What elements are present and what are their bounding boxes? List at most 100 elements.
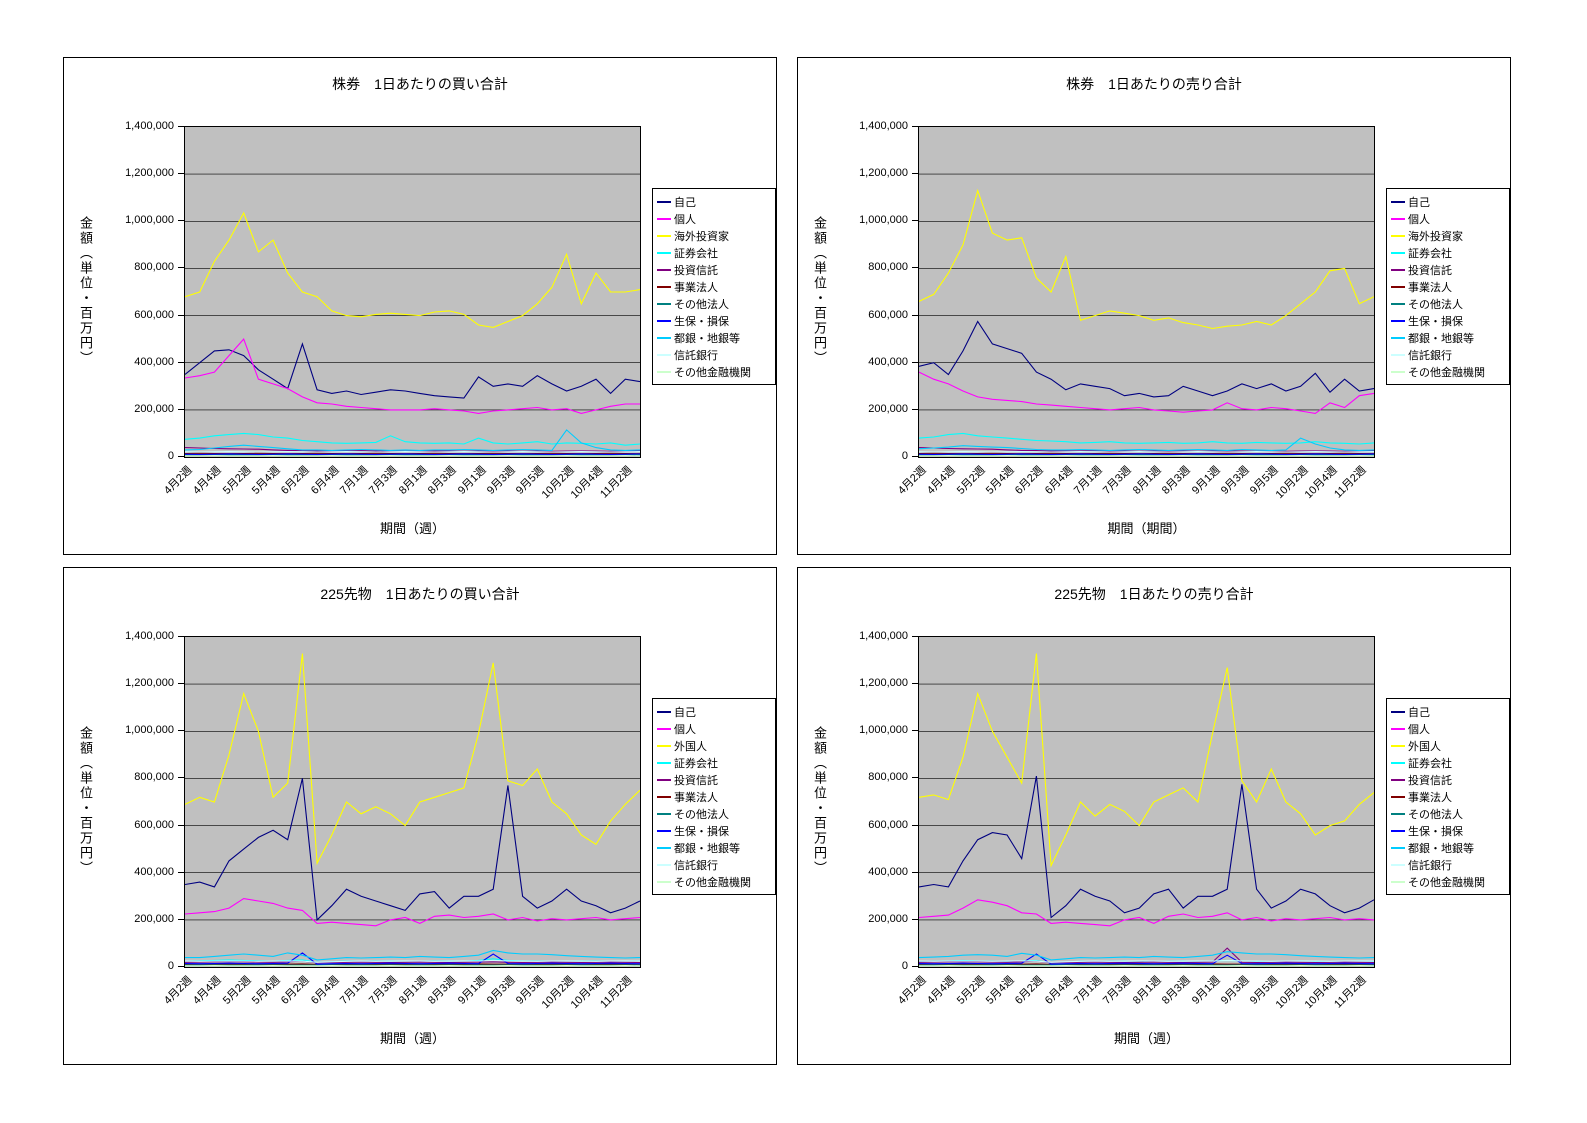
legend-label: その他法人	[1408, 298, 1463, 311]
x-axis-title: 期間（期間）	[1107, 521, 1186, 536]
legend-label: その他法人	[1408, 808, 1463, 821]
legend-label: 投資信託	[1408, 774, 1452, 787]
legend-key-line	[1391, 880, 1405, 883]
x-axis-tick-label: 9月1週	[1189, 464, 1223, 497]
y-axis-title: 金額（単位・百万円）	[812, 216, 827, 366]
series-line	[185, 447, 640, 452]
x-axis-tick-label: 4月2週	[161, 464, 195, 497]
x-axis-tick-label: 9月1週	[455, 974, 489, 1007]
legend-entry: 海外投資家	[655, 227, 773, 244]
x-axis-tick-label: 9月1週	[1189, 974, 1223, 1007]
legend-entry: 投資信託	[1389, 771, 1507, 788]
legend-key-line	[1391, 846, 1405, 849]
legend-entry: 生保・損保	[655, 312, 773, 329]
legend-entry: 生保・損保	[655, 822, 773, 839]
series-line	[919, 371, 1374, 414]
legend-key-line	[1391, 727, 1405, 730]
series-line	[185, 211, 640, 328]
series-line	[185, 453, 640, 455]
series-line	[185, 338, 640, 414]
legend-key-line	[1391, 285, 1405, 288]
series-line	[919, 951, 1374, 961]
plot-area	[184, 636, 641, 968]
legend-key-line	[657, 863, 671, 866]
legend-label: 自己	[674, 196, 696, 209]
legend: 自己 個人 外国人 証券会社 投資信託 事業法人 その他法人 生保・損保 都銀・地銀等 信託銀行そ…	[1386, 698, 1510, 895]
legend-entry: 証券会社	[655, 754, 773, 771]
series-line	[919, 953, 1374, 965]
legend-entry: 自己	[1389, 703, 1507, 720]
chart-stock-buy: 株券 1日あたりの買い合計 金額（単位・百万円） 1,400,000 1,200,…	[63, 57, 777, 555]
legend-label: 事業法人	[674, 791, 718, 804]
x-axis-tick-label: 7月1週	[338, 974, 371, 1007]
legend-entry: 信託銀行	[655, 856, 773, 873]
x-axis-tick-label: 11月2週	[1332, 464, 1369, 501]
legend-entry: 外国人	[1389, 737, 1507, 754]
x-axis-tick-label: 6月2週	[1013, 464, 1047, 497]
series-line	[185, 778, 640, 922]
series-line	[185, 451, 640, 453]
series-line	[919, 453, 1374, 455]
legend-entry: 自己	[1389, 193, 1507, 210]
legend-key-line	[657, 268, 671, 271]
legend-key-line	[657, 217, 671, 220]
legend-label: 都銀・地銀等	[1408, 842, 1474, 855]
series-line	[919, 437, 1374, 451]
series-line	[185, 342, 640, 399]
chart-title: 225先物 1日あたりの買い合計	[320, 586, 520, 602]
x-axis-tick-label: 4月4週	[925, 464, 958, 497]
x-axis-tick-label: 8月3週	[1160, 464, 1193, 497]
legend-key-line	[1391, 234, 1405, 237]
x-axis-tick-label: 9月5週	[1248, 974, 1281, 1007]
legend-label: 海外投資家	[1408, 230, 1463, 243]
x-axis-title: 期間（週）	[379, 1031, 445, 1046]
legend-label: その他金融機関	[674, 876, 751, 889]
x-axis-tick-label: 7月3週	[1101, 464, 1135, 497]
legend-label: 生保・損保	[674, 825, 729, 838]
plot-area	[918, 636, 1375, 968]
x-axis-tick-label: 6月2週	[279, 974, 313, 1007]
x-axis-tick-label: 4月4週	[191, 974, 224, 1007]
legend-key-line	[1391, 353, 1405, 356]
x-axis-tick-label: 8月1週	[1130, 464, 1164, 497]
legend-entry: 自己	[655, 193, 773, 210]
x-axis-tick-label: 6月2週	[1013, 974, 1047, 1007]
x-axis-tick-label: 6月4週	[1042, 974, 1076, 1007]
chart-stock-sell: 株券 1日あたりの売り合計 金額（単位・百万円） 1,400,000 1,200,…	[797, 57, 1511, 555]
x-axis-tick-label: 10月4週	[568, 974, 606, 1012]
legend-key-line	[657, 285, 671, 288]
legend-label: 個人	[1408, 723, 1430, 736]
x-axis-tick-label: 4月2週	[161, 974, 195, 1007]
legend-key-line	[657, 829, 671, 832]
series-line	[185, 949, 640, 961]
legend-label: 外国人	[1408, 740, 1441, 753]
legend-key-line	[657, 812, 671, 815]
legend-label: 投資信託	[674, 264, 718, 277]
legend-label: 事業法人	[674, 281, 718, 294]
legend-entry: 証券会社	[1389, 244, 1507, 261]
legend-label: 自己	[1408, 196, 1430, 209]
legend-label: その他金融機関	[1408, 876, 1485, 889]
x-axis-tick-label: 5月4週	[983, 464, 1017, 497]
x-axis-tick-label: 10月4週	[1302, 464, 1340, 502]
plot-area	[184, 126, 641, 458]
legend-label: 外国人	[674, 740, 707, 753]
legend-entry: 自己	[655, 703, 773, 720]
legend-key-line	[1391, 370, 1405, 373]
legend-key-line	[1391, 863, 1405, 866]
series-line	[919, 432, 1374, 445]
x-axis-tick-label: 6月4週	[1042, 464, 1076, 497]
legend-key-line	[1391, 710, 1405, 713]
legend-label: その他金融機関	[1408, 366, 1485, 379]
plot-svg	[185, 653, 640, 967]
x-axis-tick-label: 6月4週	[308, 464, 342, 497]
legend-entry: 事業法人	[1389, 278, 1507, 295]
series-line	[919, 776, 1374, 919]
legend-label: 個人	[674, 723, 696, 736]
x-axis-tick-label: 7月1週	[1072, 974, 1105, 1007]
x-axis-tick-label: 6月2週	[279, 464, 313, 497]
series-line	[185, 432, 640, 446]
x-axis-tick-label: 9月5週	[514, 974, 547, 1007]
series-line	[185, 952, 640, 965]
